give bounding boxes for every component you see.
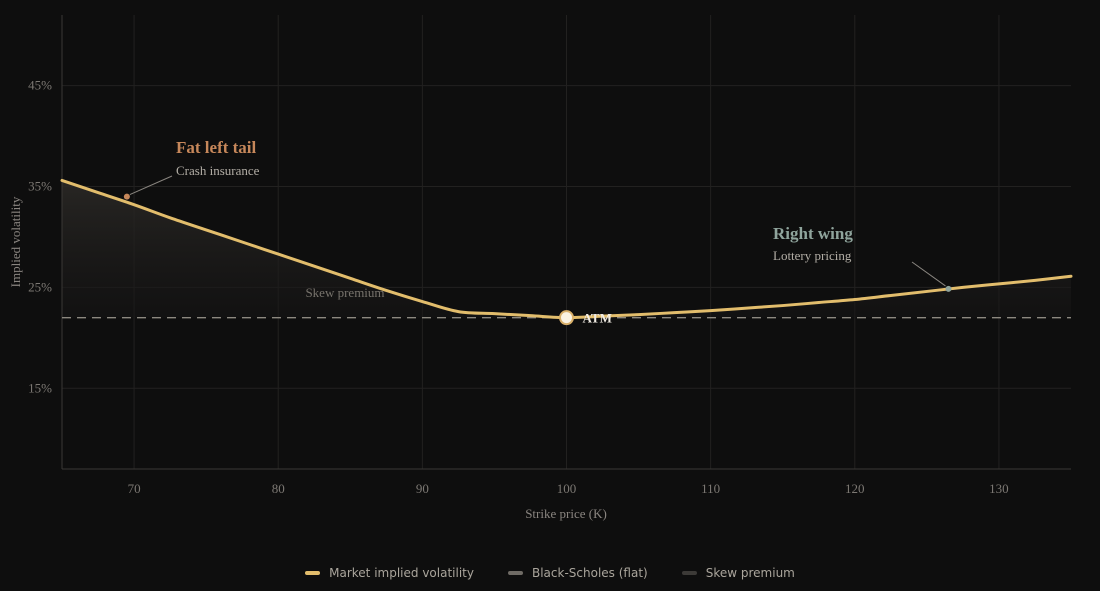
x-tick-label: 80	[272, 481, 285, 496]
atm-marker	[559, 310, 574, 326]
right-annotation-marker	[945, 285, 952, 292]
x-tick-label: 110	[701, 481, 720, 496]
legend-swatch-black-scholes	[507, 571, 523, 575]
x-tick-label: 100	[557, 481, 577, 496]
legend-label-black-scholes: Black-Scholes (flat)	[531, 566, 648, 580]
crash-insurance-subtitle: Crash insurance	[176, 163, 260, 178]
tick-labels: 70 80 90 100 110 120 130 15% 25% 35% 45%	[28, 78, 1009, 496]
x-axis-title: Strike price (K)	[525, 506, 607, 521]
legend-item-market-iv[interactable]: Market implied volatility	[305, 566, 474, 580]
legend-label-skew-premium: Skew premium	[705, 566, 795, 580]
fat-left-tail-title: Fat left tail	[176, 138, 257, 157]
y-tick-label: 45%	[28, 78, 52, 93]
y-axis-title: Implied volatility	[8, 196, 23, 287]
x-tick-label: 70	[128, 481, 141, 496]
legend-swatch-market-iv	[305, 571, 321, 575]
lottery-pricing-subtitle: Lottery pricing	[773, 248, 852, 263]
skew-premium-label: Skew premium	[305, 285, 384, 300]
y-tick-label: 15%	[28, 380, 52, 395]
atm-label: ATM	[583, 311, 612, 326]
x-tick-label: 120	[845, 481, 865, 496]
left-annotation-marker	[123, 193, 130, 200]
x-tick-label: 90	[416, 481, 429, 496]
right-annotation-leader	[911, 261, 946, 287]
legend: Market implied volatility Black-Scholes …	[0, 566, 1100, 580]
legend-swatch-skew-premium	[681, 571, 697, 575]
x-tick-label: 130	[989, 481, 1009, 496]
y-tick-label: 35%	[28, 179, 52, 194]
right-wing-title: Right wing	[773, 224, 853, 243]
grid	[62, 15, 1071, 469]
skew-premium-area	[62, 180, 1071, 318]
y-tick-label: 25%	[28, 279, 52, 294]
legend-item-skew-premium[interactable]: Skew premium	[681, 566, 795, 580]
left-annotation-leader	[129, 175, 173, 196]
legend-item-black-scholes[interactable]: Black-Scholes (flat)	[507, 566, 648, 580]
legend-label-market-iv: Market implied volatility	[329, 566, 474, 580]
